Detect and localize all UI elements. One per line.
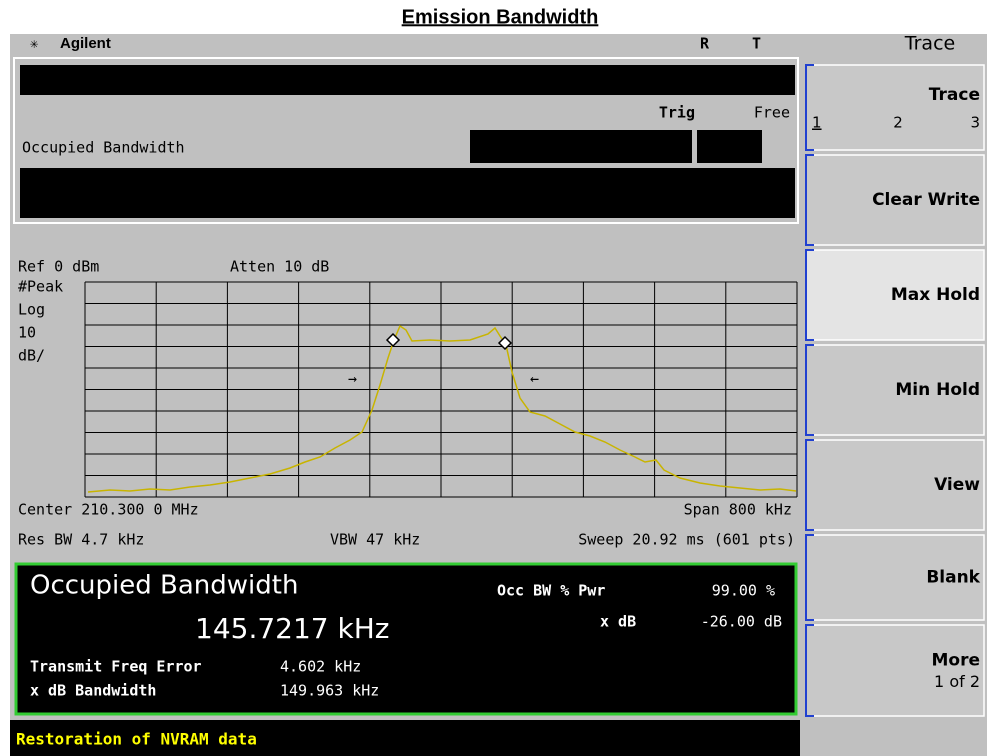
softkey-label: Blank bbox=[926, 568, 980, 588]
softkey[interactable]: Min Hold bbox=[805, 344, 985, 436]
softkey-bracket bbox=[805, 249, 814, 341]
results-box bbox=[14, 562, 798, 716]
softkey-label: More bbox=[931, 651, 980, 671]
sweep: Sweep 20.92 ms (601 pts) bbox=[578, 531, 795, 549]
meas-name: Occupied Bandwidth bbox=[22, 139, 185, 157]
graticule bbox=[84, 281, 798, 498]
softkey-button bbox=[805, 249, 985, 341]
black-box bbox=[697, 130, 762, 163]
xdb-label: x dB bbox=[600, 613, 636, 631]
softkey-label: Min Hold bbox=[895, 380, 980, 400]
softkey-button bbox=[805, 439, 985, 531]
occ-value: 99.00 % bbox=[712, 582, 775, 600]
xbw-value: 149.963 kHz bbox=[280, 682, 379, 700]
softkey-label: Max Hold bbox=[891, 285, 980, 305]
softkey[interactable]: View bbox=[805, 439, 985, 531]
center-freq: Center 210.300 0 MHz bbox=[18, 501, 199, 519]
softkey[interactable]: Clear Write bbox=[805, 154, 985, 246]
status-message: Restoration of NVRAM data bbox=[16, 730, 257, 749]
softkey-bracket bbox=[805, 154, 814, 246]
softkey-option: 3 bbox=[970, 114, 980, 132]
softkey-button bbox=[805, 344, 985, 436]
left-label: #Peak bbox=[18, 278, 63, 296]
black-box bbox=[470, 130, 692, 163]
softkey-option: 1 bbox=[812, 114, 822, 132]
softkey-label: View bbox=[934, 475, 980, 495]
xdb-value: -26.00 dB bbox=[701, 613, 782, 631]
span: Span 800 kHz bbox=[684, 501, 792, 519]
black-box bbox=[20, 65, 795, 95]
left-label: 10 bbox=[18, 324, 36, 342]
atten: Atten 10 dB bbox=[230, 258, 329, 276]
softkey-label: Clear Write bbox=[872, 190, 980, 210]
softkey[interactable]: Blank bbox=[805, 534, 985, 621]
left-label: Log bbox=[18, 301, 45, 319]
arrow-right: → bbox=[348, 370, 357, 388]
softkey-bracket bbox=[805, 344, 814, 436]
vbw: VBW 47 kHz bbox=[330, 531, 420, 549]
softkey-button bbox=[805, 64, 985, 151]
res-bw: Res BW 4.7 kHz bbox=[18, 531, 144, 549]
softkey-bracket bbox=[805, 64, 814, 151]
tfe-value: 4.602 kHz bbox=[280, 658, 361, 676]
results-title: Occupied Bandwidth bbox=[30, 571, 298, 601]
left-label: dB/ bbox=[18, 347, 45, 365]
softkey-label: Trace bbox=[929, 85, 980, 105]
softkey-button bbox=[805, 624, 985, 717]
menu-title: Trace bbox=[904, 33, 955, 55]
status-bar bbox=[10, 720, 800, 756]
page-title: Emission Bandwidth bbox=[402, 6, 599, 28]
trace bbox=[87, 324, 797, 493]
softkey-bracket bbox=[805, 534, 814, 621]
occ-label: Occ BW % Pwr bbox=[497, 582, 605, 600]
softkey-bracket bbox=[805, 439, 814, 531]
results-value: 145.7217 kHz bbox=[195, 612, 389, 645]
softkey-bracket bbox=[805, 624, 814, 717]
black-box bbox=[20, 168, 795, 218]
trig-label: Trig bbox=[659, 104, 695, 122]
xbw-label: x dB Bandwidth bbox=[30, 682, 156, 700]
softkey-option: 2 bbox=[893, 114, 903, 132]
softkey[interactable]: Trace 1 2 3 bbox=[805, 64, 985, 151]
ref-level: Ref 0 dBm bbox=[18, 258, 99, 276]
logo: ✳ bbox=[30, 36, 39, 52]
softkey[interactable]: Max Hold bbox=[805, 249, 985, 341]
status-t: T bbox=[752, 35, 761, 53]
marker bbox=[385, 332, 513, 351]
meas-frame bbox=[13, 57, 799, 224]
arrow-left: ← bbox=[530, 370, 539, 388]
tfe-label: Transmit Freq Error bbox=[30, 658, 202, 676]
softkey-sub: 1 of 2 bbox=[934, 672, 980, 691]
status-r: R bbox=[700, 35, 710, 53]
brand: Agilent bbox=[60, 35, 111, 52]
trig-value: Free bbox=[754, 104, 790, 122]
